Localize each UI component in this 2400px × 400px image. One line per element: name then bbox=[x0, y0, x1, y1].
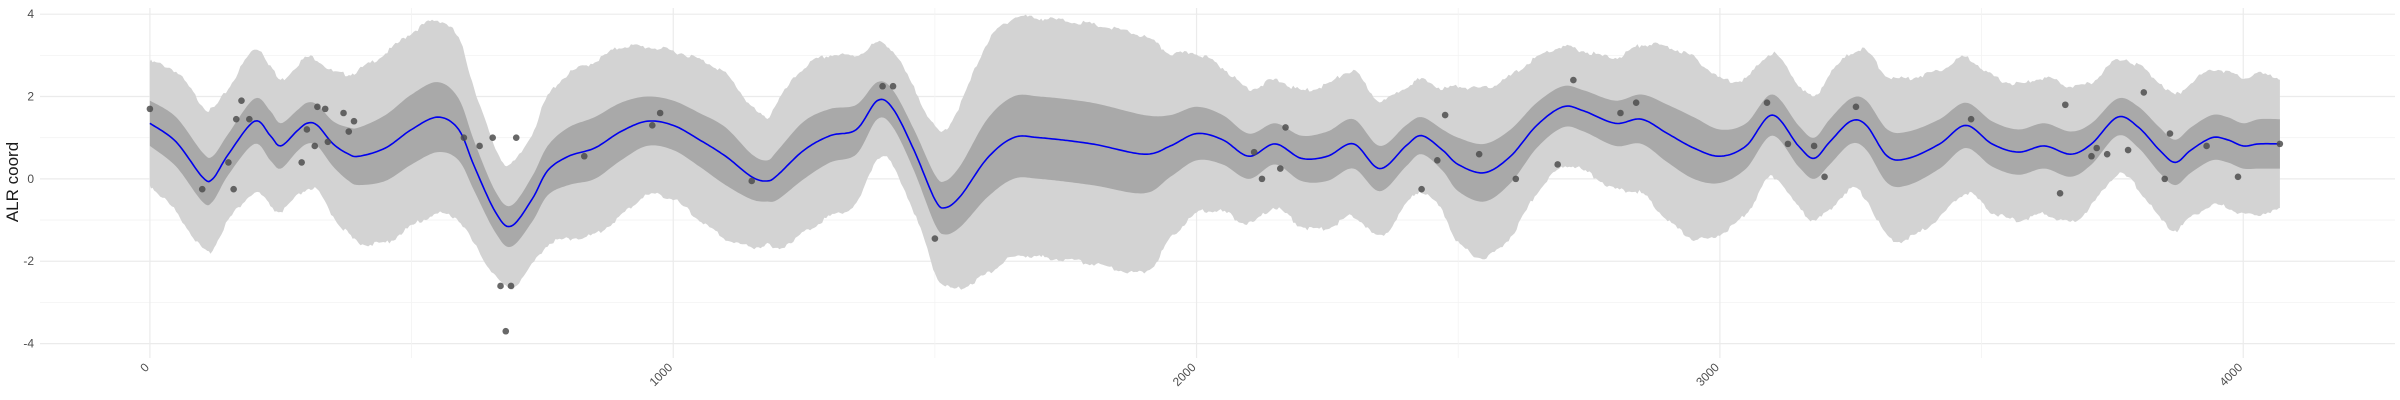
y-tick-label: 4 bbox=[27, 7, 34, 21]
observation-point bbox=[1554, 161, 1561, 168]
observation-point bbox=[2166, 130, 2174, 137]
observation-point bbox=[460, 134, 468, 142]
observation-point bbox=[311, 142, 319, 150]
observation-point bbox=[879, 82, 886, 90]
observation-point bbox=[2093, 144, 2100, 152]
observation-point bbox=[324, 138, 332, 146]
observation-point bbox=[1441, 111, 1449, 119]
observation-point bbox=[502, 327, 510, 335]
observation-point bbox=[146, 105, 154, 113]
observation-point bbox=[345, 128, 353, 135]
observation-point bbox=[2161, 175, 2169, 183]
observation-point bbox=[246, 115, 253, 123]
y-tick-label: -4 bbox=[23, 337, 34, 351]
observation-point bbox=[298, 159, 305, 166]
observation-point bbox=[232, 115, 240, 123]
observation-point bbox=[1475, 150, 1483, 158]
observation-point bbox=[1852, 103, 1860, 111]
x-tick-label: 1000 bbox=[647, 360, 676, 389]
observation-point bbox=[2062, 101, 2069, 109]
mean-line bbox=[149, 98, 2280, 228]
y-axis-title: ALR coord bbox=[3, 142, 22, 222]
x-tick-label: 3000 bbox=[1693, 360, 1722, 389]
observation-point bbox=[1277, 165, 1284, 172]
observation-point bbox=[2203, 142, 2210, 150]
observation-point bbox=[303, 126, 311, 133]
observation-point bbox=[656, 109, 664, 117]
x-tick-label: 4000 bbox=[2217, 360, 2246, 389]
observation-point bbox=[314, 103, 321, 111]
observation-point bbox=[238, 97, 245, 104]
observation-point bbox=[2103, 150, 2111, 158]
observation-point bbox=[1250, 148, 1258, 156]
observation-point bbox=[2124, 146, 2132, 154]
inner-credible-band bbox=[149, 81, 2280, 248]
observation-points bbox=[146, 76, 2284, 335]
observation-point bbox=[1418, 185, 1425, 193]
observation-point bbox=[230, 185, 237, 193]
observation-point bbox=[1570, 76, 1577, 84]
observation-point bbox=[512, 134, 520, 142]
observation-point bbox=[507, 282, 515, 290]
x-tick-label: 2000 bbox=[1170, 360, 1199, 389]
inner-credible-band-group bbox=[149, 81, 2280, 248]
observation-point bbox=[1821, 173, 1828, 181]
observation-point bbox=[1632, 99, 1640, 107]
observation-point bbox=[580, 152, 588, 160]
observation-point bbox=[1967, 115, 1975, 123]
observation-point bbox=[476, 142, 483, 150]
observation-point bbox=[497, 282, 504, 290]
observation-point bbox=[1258, 175, 1266, 183]
observation-point bbox=[2234, 173, 2242, 181]
observation-point bbox=[649, 122, 656, 129]
observation-point bbox=[489, 134, 496, 142]
observation-point bbox=[1810, 142, 1818, 150]
observation-point bbox=[225, 159, 232, 166]
observation-point bbox=[1617, 109, 1624, 117]
observation-point bbox=[889, 82, 897, 90]
y-tick-label: 2 bbox=[27, 90, 34, 104]
observation-point bbox=[321, 105, 329, 113]
observation-point bbox=[931, 235, 939, 242]
observation-point bbox=[1282, 124, 1289, 131]
observation-point bbox=[2056, 189, 2064, 197]
observation-point bbox=[2088, 152, 2095, 160]
observation-point bbox=[350, 117, 358, 125]
observation-point bbox=[748, 177, 756, 185]
observation-point bbox=[2276, 140, 2284, 148]
observation-point bbox=[2140, 89, 2148, 96]
observation-point bbox=[1434, 157, 1441, 164]
x-tick-label: 0 bbox=[137, 360, 152, 375]
observation-point bbox=[198, 185, 206, 193]
observation-point bbox=[1784, 140, 1792, 148]
observation-point bbox=[340, 109, 347, 117]
observation-point bbox=[1512, 175, 1520, 183]
x-axis-ticks: 0 1000 2000 3000 4000 bbox=[137, 360, 2245, 389]
y-tick-label: -2 bbox=[23, 254, 34, 268]
observation-point bbox=[1763, 99, 1771, 107]
mean-line-group bbox=[149, 98, 2280, 228]
y-axis-ticks: -4 -2 0 2 4 bbox=[23, 7, 34, 350]
y-tick-label: 0 bbox=[27, 172, 34, 186]
